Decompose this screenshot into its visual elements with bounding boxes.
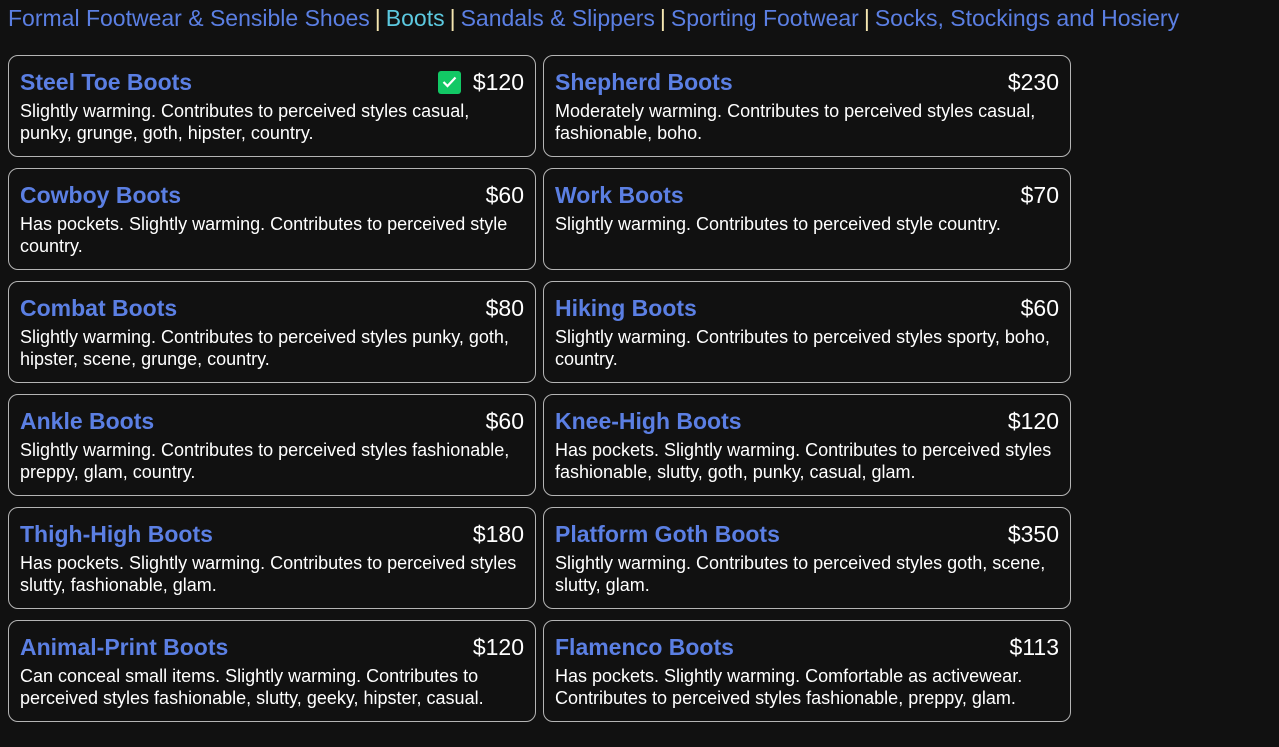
item-name: Combat Boots xyxy=(20,294,178,321)
nav-link-formal-footwear-sensible-shoes[interactable]: Formal Footwear & Sensible Shoes xyxy=(8,5,370,31)
item-description: Slightly warming. Contributes to perceiv… xyxy=(555,553,1046,595)
item-card[interactable]: Combat Boots $80 Slightly warming. Contrib… xyxy=(8,281,536,383)
nav-link-socks-stockings-and-hosiery[interactable]: Socks, Stockings and Hosiery xyxy=(874,5,1180,31)
item-meta: $120 xyxy=(473,634,524,661)
item-description: Has pockets. Slightly warming. Contribut… xyxy=(20,553,517,595)
item-header: Steel Toe Boots $120 xyxy=(20,67,524,97)
item-meta: $60 xyxy=(486,182,524,209)
item-description: Can conceal small items. Slightly warmin… xyxy=(20,666,484,708)
item-description: Slightly warming. Contributes to perceiv… xyxy=(555,327,1050,369)
nav-link-sandals-slippers[interactable]: Sandals & Slippers xyxy=(460,5,655,31)
item-description: Slightly warming. Contributes to perceiv… xyxy=(20,327,509,369)
item-name: Flamenco Boots xyxy=(555,633,734,660)
item-price: $113 xyxy=(1009,633,1059,660)
item-price: $230 xyxy=(1007,68,1059,95)
item-card[interactable]: Knee-High Boots $120 Has pockets. Slightly… xyxy=(543,394,1071,496)
category-nav: Formal Footwear & Sensible Shoes | Boots | S… xyxy=(8,5,1179,32)
item-header: Knee-High Boots $120 xyxy=(555,406,1059,436)
item-price: $60 xyxy=(1020,294,1059,321)
item-meta: $230 xyxy=(1008,69,1059,96)
item-meta: $80 xyxy=(486,295,524,322)
item-header: Animal-Print Boots $120 xyxy=(20,632,524,662)
item-card[interactable]: Platform Goth Boots $350 Slightly warming.… xyxy=(543,507,1071,609)
item-meta: $120 xyxy=(437,68,524,96)
item-card[interactable]: Ankle Boots $60 Slightly warming. Contribu… xyxy=(8,394,536,496)
item-card[interactable]: Steel Toe Boots $120 Slightly warming. Con… xyxy=(8,55,536,157)
item-card[interactable]: Thigh-High Boots $180 Has pockets. Slightl… xyxy=(8,507,536,609)
item-card[interactable]: Flamenco Boots $113 Has pockets. Slightly … xyxy=(543,620,1071,722)
item-header: Flamenco Boots $113 xyxy=(555,632,1059,662)
item-meta: $60 xyxy=(486,408,524,435)
item-header: Work Boots $70 xyxy=(555,180,1059,210)
item-name: Animal-Print Boots xyxy=(20,633,229,660)
item-description: Moderately warming. Contributes to perce… xyxy=(555,101,1036,143)
item-description: Has pockets. Slightly warming. Contribut… xyxy=(20,214,508,256)
item-description: Slightly warming. Contributes to perceiv… xyxy=(20,440,510,482)
item-price: $350 xyxy=(1007,520,1059,547)
item-description: Slightly warming. Contributes to perceiv… xyxy=(555,214,1001,234)
nav-link-sporting-footwear[interactable]: Sporting Footwear xyxy=(670,5,859,31)
item-header: Combat Boots $80 xyxy=(20,293,524,323)
item-name: Thigh-High Boots xyxy=(20,520,213,547)
item-description: Has pockets. Slightly warming. Contribut… xyxy=(555,440,1052,482)
item-header: Platform Goth Boots $350 xyxy=(555,519,1059,549)
item-price: $80 xyxy=(485,294,524,321)
item-name: Work Boots xyxy=(555,181,684,208)
nav-separator: | xyxy=(863,5,870,31)
nav-separator: | xyxy=(659,5,666,31)
item-card[interactable]: Shepherd Boots $230 Moderately warming. Co… xyxy=(543,55,1071,157)
nav-link-boots[interactable]: Boots xyxy=(385,5,445,31)
item-header: Cowboy Boots $60 xyxy=(20,180,524,210)
item-meta: $120 xyxy=(1008,408,1059,435)
nav-separator: | xyxy=(449,5,456,31)
item-name: Shepherd Boots xyxy=(555,68,733,95)
item-card[interactable]: Cowboy Boots $60 Has pockets. Slightly war… xyxy=(8,168,536,270)
item-name: Hiking Boots xyxy=(555,294,697,321)
item-name: Knee-High Boots xyxy=(555,407,742,434)
item-card[interactable]: Work Boots $70 Slightly warming. Contribut… xyxy=(543,168,1071,270)
item-name: Platform Goth Boots xyxy=(555,520,780,547)
item-price: $120 xyxy=(472,68,524,95)
item-description: Slightly warming. Contributes to perceiv… xyxy=(20,101,470,143)
item-name: Steel Toe Boots xyxy=(20,68,193,95)
item-meta: $60 xyxy=(1021,295,1059,322)
item-header: Thigh-High Boots $180 xyxy=(20,519,524,549)
item-card[interactable]: Animal-Print Boots $120 Can conceal small … xyxy=(8,620,536,722)
item-price: $70 xyxy=(1020,181,1059,208)
nav-separator: | xyxy=(374,5,381,31)
item-card[interactable]: Hiking Boots $60 Slightly warming. Contrib… xyxy=(543,281,1071,383)
item-price: $60 xyxy=(485,181,524,208)
item-meta: $70 xyxy=(1021,182,1059,209)
item-name: Ankle Boots xyxy=(20,407,155,434)
item-meta: $180 xyxy=(473,521,524,548)
item-meta: $350 xyxy=(1008,521,1059,548)
item-meta: $113 xyxy=(1010,634,1059,661)
item-header: Hiking Boots $60 xyxy=(555,293,1059,323)
item-price: $120 xyxy=(472,633,524,660)
item-price: $180 xyxy=(472,520,524,547)
item-description: Has pockets. Slightly warming. Comfortab… xyxy=(555,666,1023,708)
item-price: $120 xyxy=(1007,407,1059,434)
checkbox-checked-icon[interactable] xyxy=(437,70,461,94)
item-price: $60 xyxy=(485,407,524,434)
item-header: Shepherd Boots $230 xyxy=(555,67,1059,97)
item-name: Cowboy Boots xyxy=(20,181,181,208)
item-header: Ankle Boots $60 xyxy=(20,406,524,436)
item-grid: Steel Toe Boots $120 Slightly warming. Con… xyxy=(8,55,1071,722)
